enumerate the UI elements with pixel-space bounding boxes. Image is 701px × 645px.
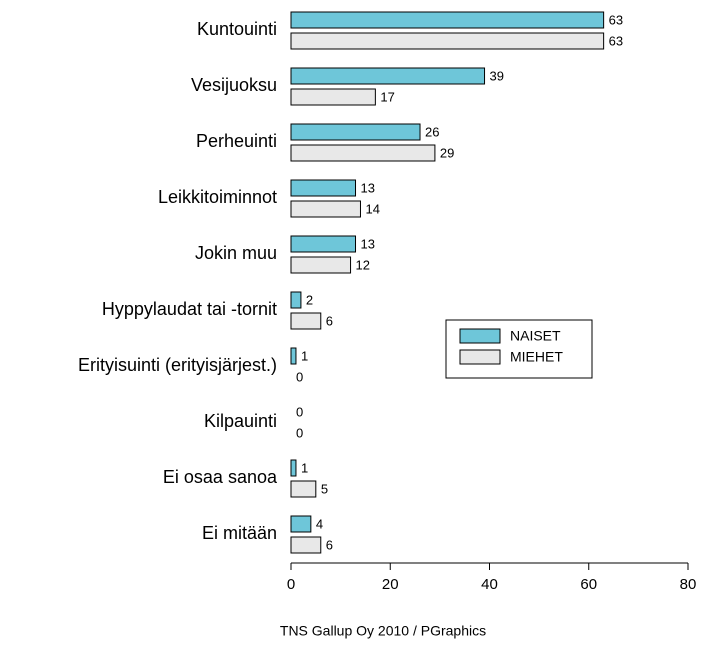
value-label: 13 (361, 236, 375, 251)
legend-swatch (459, 349, 501, 365)
legend-label: NAISET (510, 328, 561, 344)
x-tick-label: 20 (382, 576, 399, 593)
value-label: 12 (356, 257, 370, 272)
legend-swatch (459, 328, 501, 344)
category-label: Leikkitoiminnot (158, 187, 277, 207)
bar (290, 179, 357, 197)
category-label: Perheuinti (196, 131, 277, 151)
category-label: Ei osaa sanoa (163, 467, 278, 487)
value-label: 0 (296, 369, 303, 384)
value-label: 1 (301, 460, 308, 475)
value-label: 14 (365, 201, 379, 216)
category-label: Kilpauinti (204, 411, 277, 431)
category-label: Kuntouinti (197, 19, 277, 39)
bar (290, 11, 605, 29)
bar (290, 347, 297, 365)
bar (290, 144, 436, 162)
bar (290, 459, 297, 477)
category-label: Erityisuinti (erityisjärjest.) (78, 355, 277, 375)
x-tick-label: 80 (680, 576, 697, 593)
category-label: Ei mitään (202, 523, 277, 543)
x-tick-label: 40 (481, 576, 498, 593)
category-label: Hyppylaudat tai -tornit (102, 299, 277, 319)
x-tick-label: 60 (580, 576, 597, 593)
bar (290, 235, 357, 253)
value-label: 39 (490, 68, 504, 83)
bar (290, 515, 312, 533)
bar (290, 480, 317, 498)
value-label: 2 (306, 292, 313, 307)
x-tick-label: 0 (287, 576, 295, 593)
source: TNS Gallup Oy 2010 / PGraphics (280, 623, 486, 639)
value-label: 29 (440, 145, 454, 160)
value-label: 13 (361, 180, 375, 195)
value-label: 63 (609, 12, 623, 27)
value-label: 6 (326, 313, 333, 328)
value-label: 0 (296, 404, 303, 419)
bar (290, 256, 352, 274)
bar (290, 88, 376, 106)
value-label: 17 (380, 89, 394, 104)
bar (290, 291, 302, 309)
value-label: 5 (321, 481, 328, 496)
bar (290, 123, 421, 141)
category-label: Jokin muu (195, 243, 277, 263)
bar (290, 536, 322, 554)
bar (290, 67, 486, 85)
value-label: 4 (316, 516, 323, 531)
legend-label: MIEHET (510, 349, 563, 365)
value-label: 1 (301, 348, 308, 363)
value-label: 63 (609, 33, 623, 48)
bar (290, 312, 322, 330)
bar (290, 200, 361, 218)
value-label: 0 (296, 425, 303, 440)
value-label: 6 (326, 537, 333, 552)
category-label: Vesijuoksu (191, 75, 277, 95)
bar (290, 32, 605, 50)
value-label: 26 (425, 124, 439, 139)
